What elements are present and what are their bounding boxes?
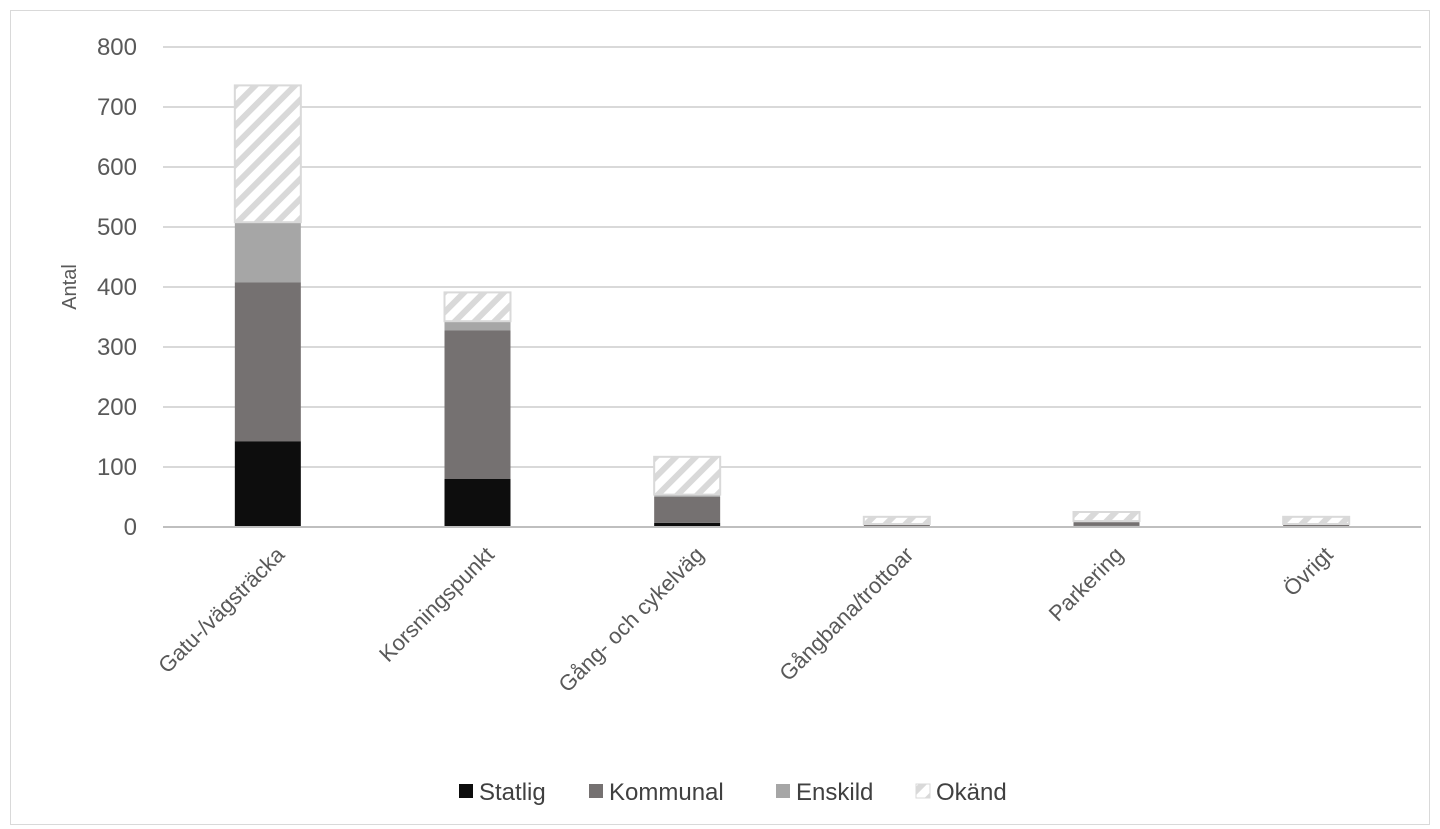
bar-segment-kommunal: [654, 497, 721, 523]
legend-swatch-okänd: [915, 783, 931, 799]
legend-label-statlig: Statlig: [479, 779, 546, 806]
y-axis-title: Antal: [59, 264, 81, 310]
y-tick-label: 200: [97, 394, 137, 421]
y-tick-label: 300: [97, 334, 137, 361]
legend-swatch-statlig: [459, 784, 473, 798]
x-category-label: Parkering: [1044, 542, 1128, 626]
bar-segment-kommunal: [1283, 524, 1350, 527]
bar-segment-okänd: [653, 455, 722, 496]
x-category-label: Övrigt: [1279, 542, 1338, 601]
legend-label-kommunal: Kommunal: [609, 779, 724, 806]
y-tick-label: 400: [97, 274, 137, 301]
legend: Statlig Kommunal Enskild Okänd: [459, 779, 1007, 806]
bars: [233, 84, 1351, 527]
y-tick-label: 700: [97, 94, 137, 121]
bar-segment-statlig: [234, 441, 301, 527]
y-tick-label: 600: [97, 154, 137, 181]
y-tick-label: 800: [97, 34, 137, 61]
bar-segment-okänd: [862, 515, 931, 525]
x-axis-labels: Gatu-/vägsträcka Korsningspunkt Gång- och …: [153, 541, 1337, 697]
bar-segment-kommunal: [234, 282, 301, 442]
bar-segment-okänd: [443, 291, 512, 323]
x-category-label: Gång- och cykelväg: [554, 542, 709, 697]
bar-segment-statlig: [654, 522, 721, 527]
bar-segment-statlig: [444, 479, 511, 527]
y-tick-label: 100: [97, 454, 137, 481]
bar-segment-kommunal: [1073, 522, 1140, 526]
gridlines: [163, 46, 1421, 468]
bar-segment-okänd: [1282, 515, 1351, 525]
legend-swatch-kommunal: [589, 784, 603, 798]
legend-label-enskild: Enskild: [796, 779, 873, 806]
y-axis-ticks: 0 100 200 300 400 500 600 700 800: [97, 34, 137, 541]
bar-segment-kommunal: [863, 524, 930, 527]
bar-segment-okänd: [1072, 511, 1141, 522]
bar-segment-enskild: [444, 321, 511, 331]
legend-swatch-enskild: [776, 784, 790, 798]
bar-segment-kommunal: [444, 330, 511, 479]
x-category-label: Gångbana/trottoar: [774, 542, 918, 686]
y-tick-label: 500: [97, 214, 137, 241]
x-category-label: Gatu-/vägsträcka: [153, 541, 290, 678]
bar-segment-enskild: [234, 222, 301, 283]
legend-label-okänd: Okänd: [936, 779, 1007, 806]
y-tick-label: 0: [124, 514, 137, 541]
x-category-label: Korsningspunkt: [374, 542, 499, 667]
bar-segment-okänd: [233, 84, 302, 224]
bar-segment-enskild: [654, 494, 721, 497]
